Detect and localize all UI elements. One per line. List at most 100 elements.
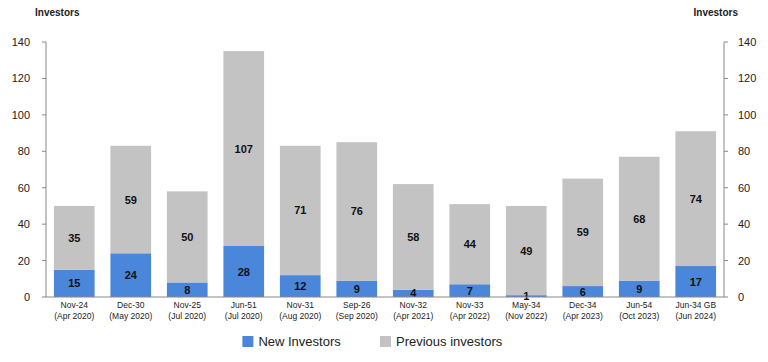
y-tick: [42, 297, 46, 298]
y2-tick: [724, 260, 728, 261]
bar-segment: [619, 157, 660, 281]
y-tick: [42, 78, 46, 79]
y-tick: [42, 151, 46, 152]
y2-tick-label: 100: [738, 109, 756, 121]
x-tick-label: Sep-26(Sep 2020): [336, 300, 378, 321]
y2-tick: [724, 42, 728, 43]
data-label: 59: [125, 194, 137, 206]
x-tick-label: Nov-24(Apr 2020): [54, 300, 94, 321]
y2-tick: [724, 151, 728, 152]
y2-axis-title: Investors: [694, 7, 739, 18]
data-label: 17: [690, 276, 702, 288]
y-tick: [42, 187, 46, 188]
data-label: 68: [633, 213, 645, 225]
y-tick-label: 40: [18, 218, 30, 230]
y-tick-label: 60: [18, 182, 30, 194]
bars: [54, 51, 716, 297]
y2-tick-label: 120: [738, 72, 756, 84]
legend-label: Previous investors: [396, 334, 503, 349]
data-label: 59: [577, 226, 589, 238]
bar-segment: [280, 275, 321, 297]
y-tick-label: 0: [24, 291, 30, 303]
y2-tick: [724, 187, 728, 188]
y2-tick-label: 0: [738, 291, 744, 303]
y-tick-label: 120: [12, 72, 30, 84]
x-tick-label: Jun-54(Oct 2023): [619, 300, 659, 321]
y-tick: [42, 42, 46, 43]
bar-segment: [110, 253, 151, 297]
bar-segment: [675, 131, 716, 266]
data-label: 4: [410, 287, 417, 299]
y2-tick-label: 60: [738, 182, 750, 194]
bar-segment: [167, 191, 208, 282]
y2-tick-label: 20: [738, 255, 750, 267]
bar-segment: [54, 270, 95, 297]
x-tick-label: Dec-30(May 2020): [109, 300, 152, 321]
y2-tick-label: 80: [738, 145, 750, 157]
y-tick-label: 80: [18, 145, 30, 157]
x-tick-label: Nov-31(Aug 2020): [279, 300, 321, 321]
y-tick-label: 100: [12, 109, 30, 121]
data-label: 12: [294, 280, 306, 292]
y2-axis: [724, 42, 725, 297]
bar-segment: [336, 142, 377, 280]
y-axis: [46, 42, 47, 297]
data-label: 35: [68, 232, 80, 244]
bar-segment: [223, 51, 264, 246]
y-tick: [42, 114, 46, 115]
bar-segment: [336, 281, 377, 297]
x-tick-label: Jun-51(Jul 2020): [225, 300, 263, 321]
bar-segment: [562, 286, 603, 297]
y2-tick-label: 40: [738, 218, 750, 230]
x-axis: [46, 297, 724, 298]
data-label: 8: [184, 284, 190, 296]
bar-segment: [562, 179, 603, 286]
bar-segment: [449, 204, 490, 284]
x-tick-label: May-34(Nov 2022): [505, 300, 547, 321]
y2-tick-label: 140: [738, 36, 756, 48]
bar-segment: [54, 206, 95, 270]
chart: Investors Investors 0 20 40 60 80 100 120 140 0 20 4…: [0, 0, 768, 362]
y-axis-title: Investors: [35, 7, 80, 18]
data-label: 49: [520, 245, 532, 257]
legend-label: New Investors: [258, 334, 341, 349]
bar-segment: [110, 146, 151, 253]
y-tick: [42, 224, 46, 225]
data-labels: 1535245985028107127197645874414965996817…: [68, 143, 703, 303]
data-label: 28: [238, 266, 250, 278]
bar-segment: [619, 281, 660, 297]
data-label: 7: [467, 285, 473, 297]
x-tick-label: Dec-34(Apr 2023): [563, 300, 603, 321]
data-label: 76: [351, 205, 363, 217]
data-label: 58: [407, 231, 419, 243]
y2-tick: [724, 297, 728, 298]
x-tick-label: Nov-33(Apr 2022): [450, 300, 490, 321]
y2-tick: [724, 114, 728, 115]
data-label: 24: [125, 269, 138, 281]
bar-segment: [675, 266, 716, 297]
data-label: 9: [354, 283, 360, 295]
y-tick-label: 20: [18, 255, 30, 267]
data-label: 9: [636, 283, 642, 295]
bar-segment: [393, 184, 434, 290]
y2-tick: [724, 224, 728, 225]
data-label: 71: [294, 204, 306, 216]
x-tick-label: Jun-34 GB(Jun 2024): [675, 300, 716, 321]
x-tick-label: Nov-25(Jul 2020): [168, 300, 206, 321]
legend-swatch: [380, 336, 391, 347]
data-label: 6: [580, 286, 586, 298]
bar-segment: [167, 282, 208, 297]
y-tick-label: 140: [12, 36, 30, 48]
data-label: 44: [464, 238, 477, 250]
legend-swatch: [242, 336, 253, 347]
data-label: 74: [690, 193, 703, 205]
legend: New Investors Previous investors: [242, 334, 502, 349]
data-label: 15: [68, 277, 80, 289]
y2-tick: [724, 78, 728, 79]
x-tick-label: Nov-32(Apr 2021): [393, 300, 433, 321]
bar-segment: [280, 146, 321, 275]
data-label: 50: [181, 231, 193, 243]
bar-segment: [506, 206, 547, 295]
data-label: 107: [235, 143, 253, 155]
bar-segment: [449, 284, 490, 297]
